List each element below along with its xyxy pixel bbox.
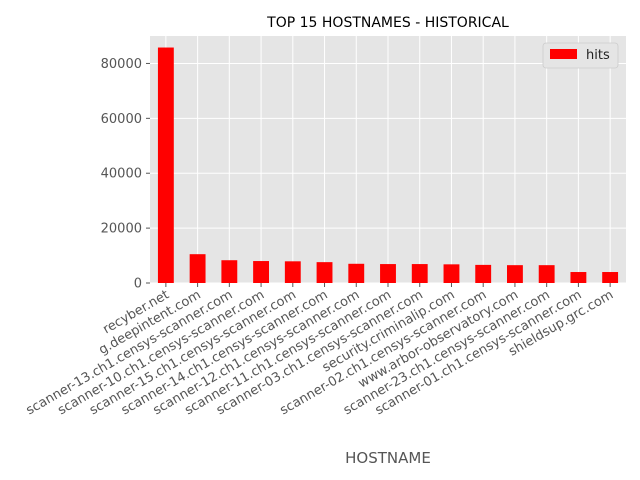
legend-label-hits: hits (586, 48, 610, 63)
y-tick-label: 60000 (101, 112, 142, 127)
bar (253, 261, 269, 283)
bar (284, 261, 301, 283)
legend-swatch-hits (550, 49, 577, 59)
y-tick-label: 20000 (101, 222, 142, 237)
bar (189, 254, 206, 283)
bar (411, 264, 428, 283)
y-tick-label: 40000 (101, 167, 142, 182)
bar (348, 263, 365, 283)
legend: hits (542, 42, 619, 69)
bar (221, 260, 238, 283)
y-tick-label: 0 (134, 277, 142, 292)
bar (602, 272, 619, 283)
x-axis-label: HOSTNAME (345, 449, 431, 467)
bar (443, 264, 460, 283)
bar (538, 265, 555, 283)
chart-title: TOP 15 HOSTNAMES - HISTORICAL (266, 15, 509, 31)
bars (157, 47, 619, 283)
bar (570, 272, 587, 283)
bar (316, 262, 333, 283)
bar (380, 264, 396, 283)
y-axis-ticks: 0 20000 40000 60000 80000 (101, 57, 150, 292)
bar (507, 265, 523, 283)
bar (475, 264, 492, 283)
grid-lines (150, 36, 626, 284)
y-tick-label: 80000 (101, 57, 142, 72)
x-axis-ticks: recyber.netg.deepintent.comscanner-13.ch… (24, 283, 616, 418)
bar (157, 47, 174, 283)
